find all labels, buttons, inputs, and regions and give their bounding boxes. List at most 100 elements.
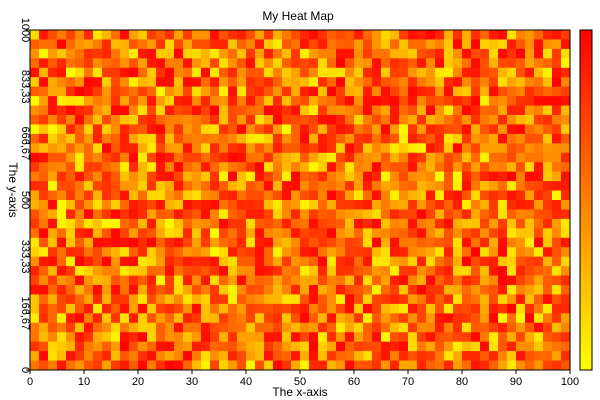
heatmap-cell [111,247,121,258]
heatmap-cell [525,237,535,248]
heatmap-cell [444,360,454,371]
heatmap-cell [201,209,211,220]
heatmap-cell [381,96,391,106]
heatmap-cell [444,77,454,88]
heatmap-cell [426,275,436,286]
heatmap-cell [471,58,481,69]
heatmap-cell [462,285,472,295]
heatmap-cell [318,48,328,59]
heatmap-cell [552,181,562,191]
heatmap-cell [417,30,427,40]
heatmap-cell [354,86,364,97]
heatmap-cell [525,200,535,210]
heatmap-cell [129,181,139,191]
heatmap-cell [210,360,220,371]
heatmap-cell [453,152,463,163]
heatmap-cell [408,124,418,135]
heatmap-cell [417,294,427,305]
heatmap-cell [255,143,265,154]
heatmap-cell [309,218,319,229]
heatmap-cell [399,115,409,125]
heatmap-cell [282,218,292,229]
heatmap-cell [417,247,427,258]
heatmap-cell [57,275,67,286]
heatmap-cell [156,67,166,78]
heatmap-cell [237,322,247,333]
heatmap-cell [111,303,121,314]
heatmap-cell [408,77,418,88]
heatmap-cell [84,256,94,267]
heatmap-cell [138,77,148,88]
heatmap-cell [174,67,184,78]
heatmap-cell [381,228,391,239]
heatmap-cell [129,77,139,88]
heatmap-cell [417,332,427,343]
heatmap-cell [552,105,562,116]
heatmap-cell [363,48,373,59]
heatmap-cell [399,171,409,182]
heatmap-cell [426,313,436,324]
heatmap-cell [345,124,355,135]
heatmap-cell [282,285,292,295]
heatmap-cell [174,275,184,286]
heatmap-cell [66,285,76,295]
heatmap-cell [327,171,337,182]
heatmap-cell [516,266,526,276]
heatmap-cell [120,124,130,135]
heatmap-cell [372,313,382,324]
heatmap-cell [507,58,517,69]
heatmap-cell [543,360,553,371]
heatmap-cell [336,313,346,324]
heatmap-cell [408,218,418,229]
heatmap-cell [264,58,274,69]
heatmap-cell [408,115,418,125]
heatmap-cell [561,266,571,276]
heatmap-cell [507,171,517,182]
heatmap-cell [201,171,211,182]
heatmap-cell [489,67,499,78]
heatmap-cell [255,30,265,40]
heatmap-cell [417,190,427,201]
heatmap-cell [66,48,76,59]
heatmap-cell [336,237,346,248]
heatmap-cell [435,266,445,276]
heatmap-cell [30,228,40,239]
heatmap-cell [345,285,355,295]
heatmap-cell [192,48,202,59]
heatmap-cell [300,30,310,40]
heatmap-cell [381,266,391,276]
heatmap-cell [462,200,472,210]
heatmap-cell [138,351,148,361]
heatmap-cell [444,341,454,352]
heatmap-cell [282,67,292,78]
heatmap-cell [471,115,481,125]
heatmap-cell [453,30,463,40]
heatmap-cell [237,266,247,276]
heatmap-cell [435,360,445,371]
heatmap-cell [48,285,58,295]
heatmap-cell [372,124,382,135]
heatmap-cell [480,351,490,361]
heatmap-cell [390,30,400,40]
heatmap-cell [453,39,463,50]
heatmap-cell [210,294,220,305]
heatmap-cell [507,67,517,78]
heatmap-cell [111,58,121,69]
heatmap-cell [363,228,373,239]
heatmap-cell [291,275,301,286]
heatmap-cell [417,171,427,182]
heatmap-cell [552,351,562,361]
heatmap-cell [129,209,139,220]
heatmap-cell [552,190,562,201]
heatmap-cell [399,341,409,352]
heatmap-cell [345,86,355,97]
heatmap-cell [165,228,175,239]
heatmap-cell [120,86,130,97]
heatmap-cell [264,143,274,154]
heatmap-cell [480,77,490,88]
heatmap-cell [84,322,94,333]
heatmap-cell [543,228,553,239]
heatmap-cell [561,218,571,229]
heatmap-cell [165,266,175,276]
